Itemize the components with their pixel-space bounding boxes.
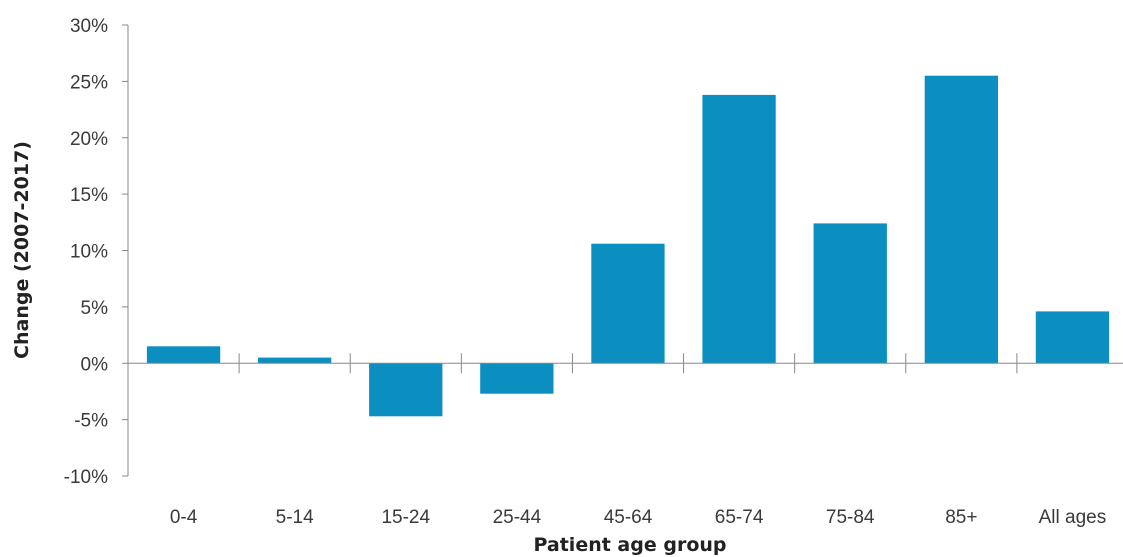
x-tick-label: 75-84	[826, 507, 875, 528]
bar-85-	[924, 75, 998, 364]
y-tick-label: 30%	[70, 16, 108, 37]
x-tick-label: 25-44	[493, 507, 542, 528]
y-tick-label: -5%	[74, 411, 108, 432]
y-tick-label: -10%	[64, 467, 108, 488]
bars-group	[146, 75, 1110, 417]
y-tick-label: 5%	[81, 298, 109, 319]
y-tick-label: 10%	[70, 242, 108, 263]
x-tick-label: 65-74	[715, 507, 764, 528]
x-axis-title: Patient age group	[533, 534, 726, 556]
x-tick-label: 5-14	[276, 507, 314, 528]
bar-25-44	[480, 363, 554, 394]
bar-5-14	[258, 357, 332, 364]
y-tick-labels: -10% -5% 0% 5% 10% 15% 20% 25% 30%	[64, 16, 108, 488]
x-tick-label: All ages	[1039, 507, 1107, 528]
x-tick-label: 45-64	[604, 507, 653, 528]
y-axis-title: Change (2007-2017)	[11, 141, 33, 359]
bar-all-ages	[1035, 311, 1110, 364]
axes-group	[122, 24, 1123, 477]
bar-45-64	[591, 243, 665, 364]
y-tick-label: 20%	[70, 129, 108, 150]
y-tick-label: 15%	[70, 185, 108, 206]
bar-75-84	[813, 223, 887, 364]
bar-0-4	[146, 346, 221, 364]
y-tick-label: 25%	[70, 72, 108, 93]
x-tick-label: 15-24	[381, 507, 430, 528]
x-tick-labels: 0-4 5-14 15-24 25-44 45-64 65-74 75-84 85+ All a…	[170, 507, 1106, 528]
x-tick-label: 0-4	[170, 507, 198, 528]
y-tick-label: 0%	[81, 354, 109, 375]
x-tick-label: 85+	[945, 507, 977, 528]
bar-65-74	[702, 94, 776, 364]
bar-15-24	[369, 363, 443, 417]
